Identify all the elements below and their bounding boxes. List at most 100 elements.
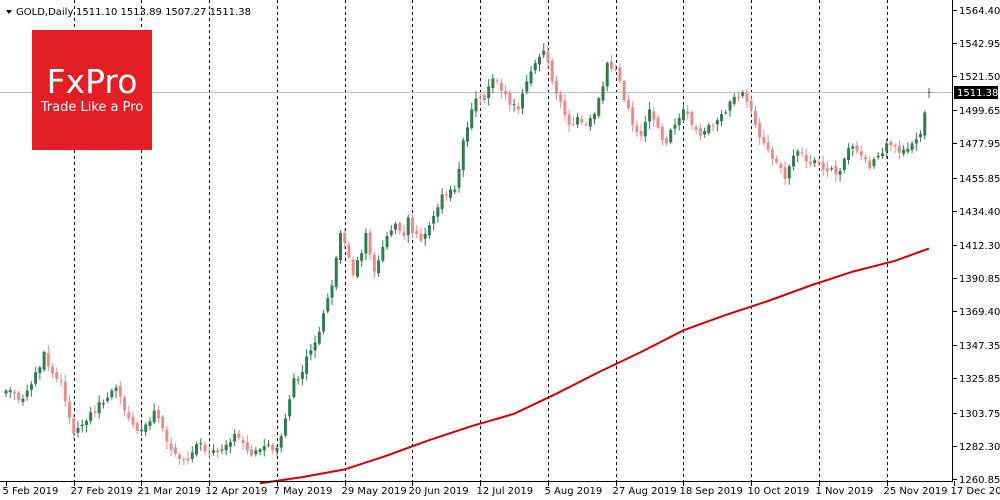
candle [635,120,639,137]
candle [588,115,592,131]
candle [385,232,389,250]
candle [491,73,495,93]
candle-body [292,378,296,398]
candle-body [813,160,817,164]
candle-body [123,397,127,411]
candle [643,115,647,143]
candle-body [927,91,931,93]
candle [673,118,677,135]
candle [796,148,800,163]
candle [237,429,241,440]
candle [364,228,368,261]
candle [127,406,131,422]
candle-body [872,159,876,166]
candle [161,414,165,432]
candle-body [796,151,800,156]
candle-body [487,86,491,99]
candle-body [139,429,143,432]
candle [406,214,410,243]
candle-body [419,233,423,241]
candle-body [178,454,182,459]
candle [84,419,88,433]
candle-body [766,142,770,150]
candle [402,224,406,241]
candle-body [715,120,719,125]
candle [173,442,177,457]
candle [415,224,419,239]
candle-body [220,449,224,451]
x-tick-label: 5 Aug 2019 [545,486,603,497]
candle [398,221,402,235]
candle-body [643,122,647,137]
candle [42,350,46,372]
x-tick-label: 29 May 2019 [342,486,407,497]
candle [250,445,254,458]
candle-body [478,97,482,99]
moving-average-line [259,247,930,485]
y-tick-label: 1564.40 [959,6,1000,17]
x-tick-label: 21 Mar 2019 [138,486,201,497]
candle [457,161,461,193]
candle-body [720,114,724,122]
candle [512,98,516,112]
candle-body [29,384,33,390]
candle-body [732,97,736,104]
candle-body [698,128,702,136]
dropdown-arrow-icon[interactable] [6,10,12,14]
candle [211,444,215,456]
candle-body [389,230,393,236]
candle-body [372,254,376,272]
x-tick-label: 12 Apr 2019 [206,486,268,497]
candle-body [533,63,537,71]
candle-body [394,223,398,230]
candle-body [880,153,884,157]
candle-body [626,99,630,109]
logo-brand: FxPro [47,62,138,101]
candle [106,392,110,404]
candle-body [432,216,436,224]
candle-body [593,114,597,120]
candle-body [402,232,406,237]
candle-body [779,163,783,169]
candle [601,81,605,104]
candle [808,155,812,168]
x-tick-label: 12 Jul 2019 [477,486,534,497]
candle [855,141,859,154]
candle [25,384,29,401]
candle [343,228,347,250]
candle [639,124,643,142]
candle-body [296,379,300,381]
candle [288,395,292,421]
candle-body [635,125,639,133]
candle [51,363,55,379]
moving-average-layer [259,247,930,485]
candle-body [262,446,266,451]
candle [389,224,393,238]
x-axis: 5 Feb 2019 27 Feb 2019 21 Mar 2019 12 Apr 2… [3,481,1000,497]
candle-body [834,166,838,175]
candle-body [762,137,766,144]
candle-body [118,385,122,397]
current-price-label: 1511.38 [957,88,998,99]
candle-body [233,433,237,442]
candle-body [381,246,385,261]
candle [474,91,478,118]
candle-body [601,86,605,101]
candle [720,110,724,127]
candle [139,422,143,437]
candle [686,105,690,120]
candle [660,123,664,146]
candle [178,452,182,465]
candle-body [355,260,359,277]
candle-body [521,93,525,109]
candle-body [525,81,529,92]
candle-body [559,93,563,102]
candle [338,230,342,265]
candle [825,160,829,178]
candle [360,249,364,268]
candle [800,146,804,158]
candle-body [783,167,787,179]
y-tick-label: 1260.85 [959,475,1000,486]
candle-body [368,232,372,255]
